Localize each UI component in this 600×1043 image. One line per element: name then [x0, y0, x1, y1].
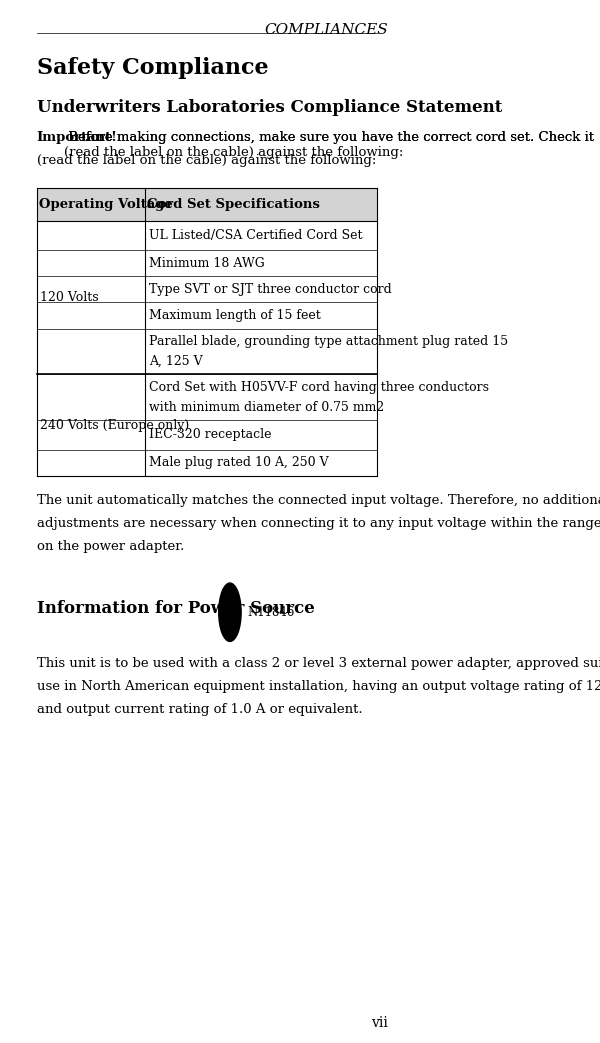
Circle shape	[219, 583, 241, 641]
Text: N11846: N11846	[247, 606, 295, 618]
Text: Type SVT or SJT three conductor cord: Type SVT or SJT three conductor cord	[149, 283, 391, 296]
Text: Underwriters Laboratories Compliance Statement: Underwriters Laboratories Compliance Sta…	[37, 99, 502, 116]
Text: and output current rating of 1.0 A or equivalent.: and output current rating of 1.0 A or eq…	[37, 703, 362, 715]
Text: Cord Set with H05VV-F cord having three conductors: Cord Set with H05VV-F cord having three …	[149, 381, 488, 394]
Text: (read the label on the cable) against the following:: (read the label on the cable) against th…	[37, 154, 376, 167]
Text: UL Listed/CSA Certified Cord Set: UL Listed/CSA Certified Cord Set	[149, 229, 362, 242]
Text: IEC-320 receptacle: IEC-320 receptacle	[149, 429, 271, 441]
Text: use in North American equipment installation, having an output voltage rating of: use in North American equipment installa…	[37, 680, 600, 693]
Text: Operating Voltage: Operating Voltage	[38, 198, 172, 211]
Text: Maximum length of 15 feet: Maximum length of 15 feet	[149, 309, 320, 322]
Text: The unit automatically matches the connected input voltage. Therefore, no additi: The unit automatically matches the conne…	[37, 494, 600, 507]
Text: Before making connections, make sure you have the correct cord set. Check it: Before making connections, make sure you…	[64, 131, 594, 144]
Text: Parallel blade, grounding type attachment plug rated 15: Parallel blade, grounding type attachmen…	[149, 335, 508, 348]
Text: This unit is to be used with a class 2 or level 3 external power adapter, approv: This unit is to be used with a class 2 o…	[37, 657, 600, 670]
Text: on the power adapter.: on the power adapter.	[37, 540, 184, 553]
Text: adjustments are necessary when connecting it to any input voltage within the ran: adjustments are necessary when connectin…	[37, 517, 600, 530]
Text: Male plug rated 10 A, 250 V: Male plug rated 10 A, 250 V	[149, 456, 328, 469]
Text: vii: vii	[371, 1017, 388, 1030]
Text: Important!: Important!	[37, 131, 118, 144]
Bar	[37, 188, 377, 221]
Text: Minimum 18 AWG: Minimum 18 AWG	[149, 257, 265, 270]
Text: 120 Volts: 120 Volts	[40, 291, 98, 305]
Text: Cord Set Specifications: Cord Set Specifications	[148, 198, 320, 211]
Text: Information for Power Source: Information for Power Source	[37, 600, 314, 616]
Text: with minimum diameter of 0.75 mm2: with minimum diameter of 0.75 mm2	[149, 401, 384, 414]
Text: 240 Volts (Europe only): 240 Volts (Europe only)	[40, 418, 189, 432]
Text: A, 125 V: A, 125 V	[149, 355, 202, 368]
Text: COMPLIANCES: COMPLIANCES	[264, 23, 388, 37]
Text: Before making connections, make sure you have the correct cord set. Check it (re: Before making connections, make sure you…	[64, 131, 594, 160]
Text: Safety Compliance: Safety Compliance	[37, 57, 268, 79]
